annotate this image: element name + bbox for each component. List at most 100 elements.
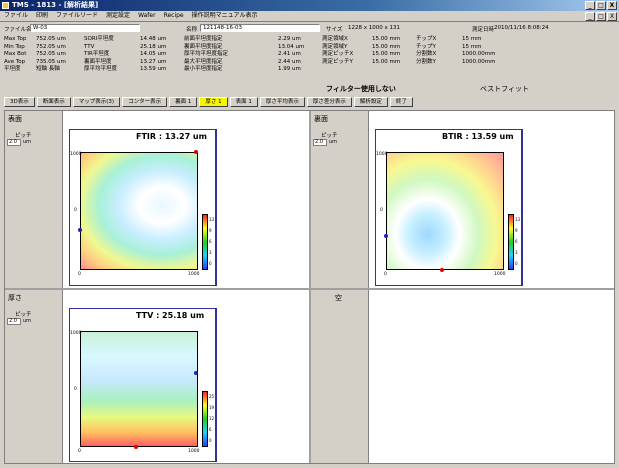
tab-cross-section[interactable]: 断面表示 xyxy=(36,97,71,107)
front-pitch-unit: um xyxy=(23,139,32,145)
date-value: 2010/11/16 8:08:24 xyxy=(494,25,549,31)
tab-map[interactable]: マップ表示(3) xyxy=(72,97,121,107)
empty-pane-controls: 空 xyxy=(311,290,369,463)
thickness-contour-map xyxy=(80,331,198,447)
name-label: 名称 xyxy=(186,27,198,33)
stats-col-3: SORI平坦度 TTV TIR平坦度 裏面平坦度 厚平均平坦度 xyxy=(84,36,118,73)
back-contour-map xyxy=(386,152,504,270)
front-axis-right: 1000 xyxy=(188,272,200,277)
front-axis-left: 0 xyxy=(78,272,81,277)
vertical-splitter[interactable] xyxy=(309,111,311,463)
mdi-controls: _ □ X xyxy=(585,12,617,21)
stats-col-7: 測定領域X 測定領域Y 測定ピッチX 測定ピッチY xyxy=(322,36,354,65)
thickness-map-pane: TTV : 25.18 um 1000 0 0 1000 25 19 12 6 0 xyxy=(63,290,309,463)
front-pane-title: 表面 xyxy=(8,115,22,123)
back-scale-labels: 13 9 6 3 0 xyxy=(515,217,521,266)
filter-status: フィルター使用しない xyxy=(326,85,396,93)
back-scale-bar xyxy=(508,214,514,270)
tab-front-1[interactable]: 表面 1 xyxy=(229,97,258,107)
thickness-axis-left: 0 xyxy=(78,449,81,454)
thickness-marker-blue xyxy=(194,371,198,375)
tab-thickness-diff[interactable]: 厚さ差分表示 xyxy=(306,97,352,107)
front-pane-controls: 表面 ピッチ 2.0 um xyxy=(5,111,63,288)
front-map-pane: FTIR : 13.27 um 1000 0 0 1000 13 9 6 3 0 xyxy=(63,111,309,288)
tab-analysis-settings[interactable]: 解析設定 xyxy=(353,97,388,107)
info-panel: ファイル名 W-03 名称 121148-16-03 サイズ 1228 x 10… xyxy=(0,21,619,96)
back-axis-left: 0 xyxy=(384,272,387,277)
window-controls: _ □ X xyxy=(585,1,617,10)
back-axis-right: 1000 xyxy=(494,272,506,277)
back-axis-mid: 0 xyxy=(380,208,383,213)
thickness-scale-labels: 25 19 12 6 0 xyxy=(209,394,215,443)
stats-col-6: 2.29 um 13.04 um 2.41 um 2.44 um 1.99 um xyxy=(278,36,305,73)
thickness-axis-top: 1000 xyxy=(70,331,82,336)
tab-contour[interactable]: コンター表示 xyxy=(122,97,168,107)
menu-print[interactable]: 印刷 xyxy=(36,12,49,19)
stats-col-9: チップX チップY 分割数X 分割数Y xyxy=(416,36,437,65)
menu-recipe[interactable]: Recipe xyxy=(163,12,184,19)
tab-back-1[interactable]: 裏面 1 xyxy=(169,97,198,107)
back-marker-red xyxy=(440,268,444,272)
stats-col-2: 752.05 um 752.05 um 752.05 um 735.05 um 短軸 長… xyxy=(36,36,66,73)
close-button[interactable]: X xyxy=(607,1,617,10)
stats-col-10: 15 mm 15 mm 1000.00mm 1000.00mm xyxy=(462,36,496,65)
thickness-pitch-unit: um xyxy=(23,318,32,324)
thickness-pane-title: 厚さ xyxy=(8,294,22,302)
menu-bar: ファイル 印刷 ファイルリード 測定設定 Wafer Recipe 操作説明マニ… xyxy=(0,11,619,21)
thickness-pane-controls: 厚さ ピッチ 2.0 um xyxy=(5,290,63,463)
app-icon xyxy=(2,2,9,9)
map-grid: 表面 ピッチ 2.0 um FTIR : 13.27 um 1000 0 0 1… xyxy=(4,110,615,464)
back-pane-title: 裏面 xyxy=(314,115,328,123)
mdi-minimize-button[interactable]: _ xyxy=(585,12,595,21)
back-map-pane: BTIR : 13.59 um 1000 0 0 1000 13 9 6 3 0 xyxy=(369,111,614,288)
size-label: サイズ xyxy=(326,27,343,33)
tab-3d[interactable]: 3D表示 xyxy=(4,97,35,107)
window-title: TMS - 1813 - [解析結果] xyxy=(12,1,99,9)
view-tab-bar: 3D表示 断面表示 マップ表示(3) コンター表示 裏面 1 厚さ 1 表面 1… xyxy=(4,97,413,108)
empty-pane-title: 空 xyxy=(335,294,342,302)
front-map-title: FTIR : 13.27 um xyxy=(136,132,207,141)
front-scale-bar xyxy=(202,214,208,270)
file-field[interactable]: W-03 xyxy=(30,24,140,32)
front-axis-mid: 0 xyxy=(74,208,77,213)
tab-thickness-average[interactable]: 厚さ平均表示 xyxy=(259,97,305,107)
menu-file-read[interactable]: ファイルリード xyxy=(56,12,99,19)
stats-col-4: 14.48 um 25.18 um 14.05 um 13.27 um 13.59 um xyxy=(140,36,167,73)
stats-col-5: 前面平坦度指定 裏面平坦度指定 厚平均平坦度指定 最大平坦度指定 最小平坦度指定 xyxy=(184,36,229,73)
thickness-map-frame: TTV : 25.18 um 1000 0 0 1000 25 19 12 6 0 xyxy=(69,308,217,462)
menu-wafer[interactable]: Wafer xyxy=(138,12,156,19)
mdi-close-button[interactable]: X xyxy=(607,12,617,21)
tab-thickness-1[interactable]: 厚さ 1 xyxy=(199,97,228,107)
mdi-restore-button[interactable]: □ xyxy=(596,12,606,21)
thickness-pitch-label: ピッチ xyxy=(15,312,32,318)
date-label: 測定日時 xyxy=(472,27,495,33)
front-marker-blue xyxy=(78,228,82,232)
front-contour-map xyxy=(80,152,198,270)
back-pitch-input[interactable]: 2.0 xyxy=(313,139,327,146)
front-axis-top: 1000 xyxy=(70,152,82,157)
thickness-pitch-input[interactable]: 2.0 xyxy=(7,318,21,325)
front-pitch-input[interactable]: 2.0 xyxy=(7,139,21,146)
menu-manual[interactable]: 操作説明マニュアル表示 xyxy=(191,12,258,19)
file-label: ファイル名 xyxy=(4,27,32,33)
back-map-frame: BTIR : 13.59 um 1000 0 0 1000 13 9 6 3 0 xyxy=(375,129,523,286)
thickness-marker-red xyxy=(134,445,138,449)
size-value: 1228 x 1000 x 131 xyxy=(348,25,400,31)
back-axis-top: 1000 xyxy=(376,152,388,157)
front-marker-red xyxy=(194,150,198,154)
fit-mode: ベストフィット xyxy=(480,85,529,93)
back-pane-controls: 裏面 ピッチ 2.0 um xyxy=(311,111,369,288)
thickness-axis-mid: 0 xyxy=(74,387,77,392)
menu-measure-settings[interactable]: 測定設定 xyxy=(106,12,131,19)
menu-file[interactable]: ファイル xyxy=(4,12,29,19)
tab-exit[interactable]: 終了 xyxy=(389,97,413,107)
name-field[interactable]: 121148-16-03 xyxy=(200,24,320,32)
back-marker-blue xyxy=(384,234,388,238)
stats-col-1: Max Top Min Top Max Bot Ave Top 平坦度 xyxy=(4,36,27,73)
thickness-scale-bar xyxy=(202,391,208,447)
maximize-button[interactable]: □ xyxy=(596,1,606,10)
stats-col-8: 15.00 mm 15.00 mm 15.00 mm 15.00 mm xyxy=(372,36,401,65)
window-titlebar: TMS - 1813 - [解析結果] _ □ X xyxy=(0,0,619,11)
back-pitch-label: ピッチ xyxy=(321,133,338,139)
minimize-button[interactable]: _ xyxy=(585,1,595,10)
